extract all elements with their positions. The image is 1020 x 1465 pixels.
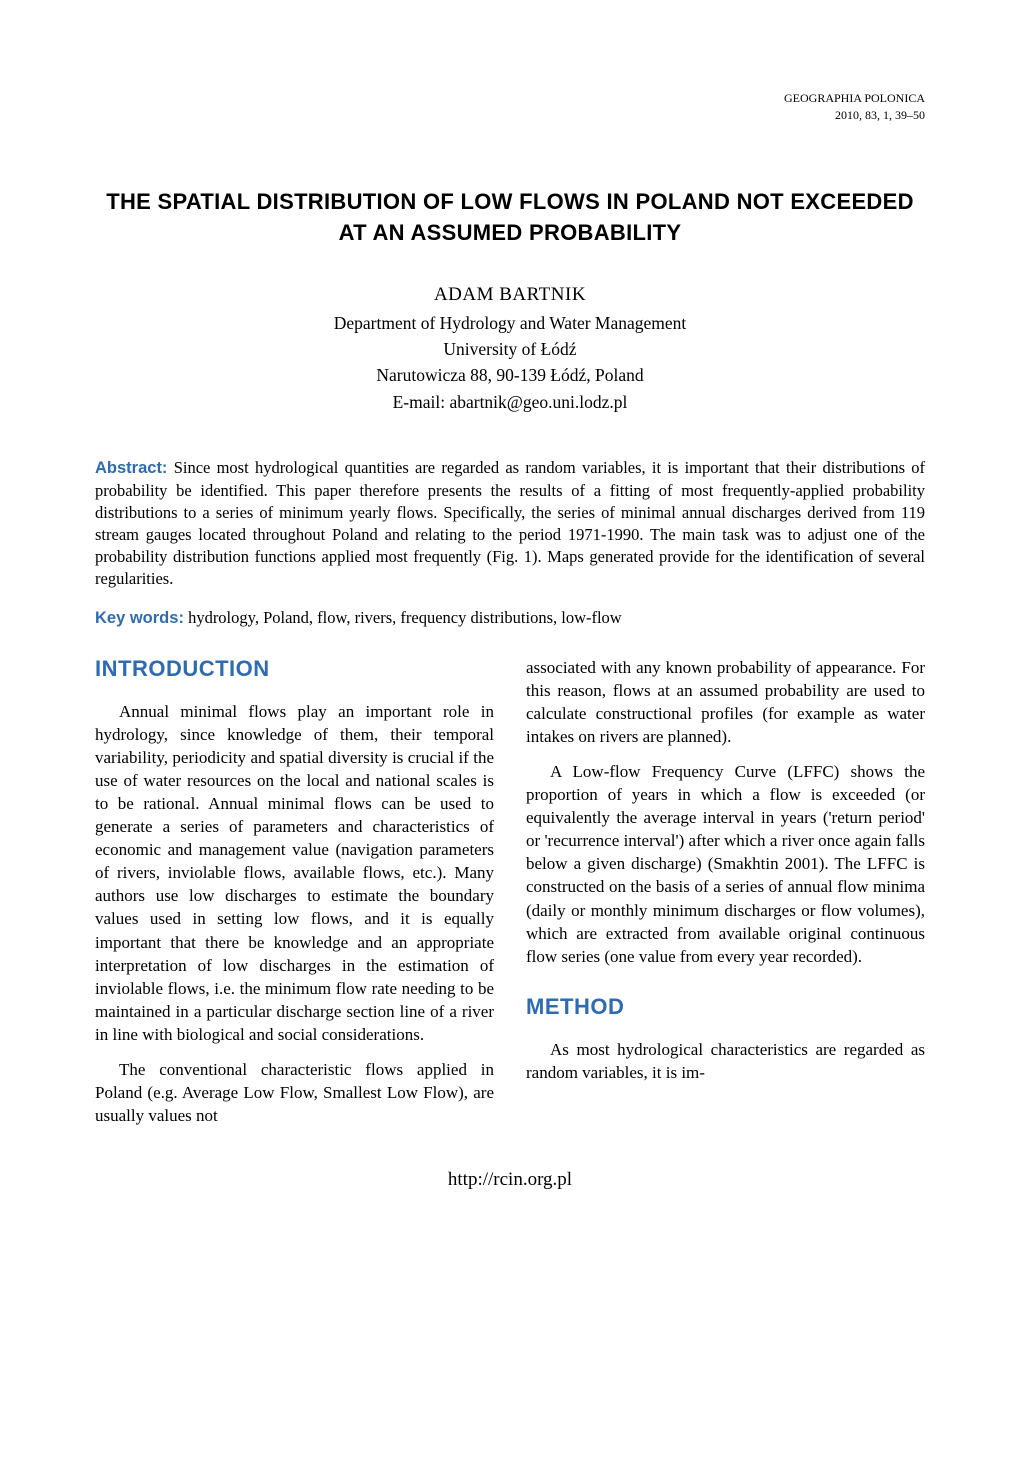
body-columns: INTRODUCTION Annual minimal flows play a…: [95, 656, 925, 1140]
article-title: THE SPATIAL DISTRIBUTION OF LOW FLOWS IN…: [95, 186, 925, 250]
author-name: ADAM BARTNIK: [95, 281, 925, 310]
keywords-label: Key words:: [95, 609, 184, 627]
abstract-block: Abstract: Since most hydrological quanti…: [95, 457, 925, 590]
author-affiliation-2: University of Łódź: [95, 336, 925, 362]
intro-para-2: The conventional characteristic flows ap…: [95, 1058, 494, 1127]
right-column: associated with any known probability of…: [526, 656, 925, 1140]
author-address: Narutowicza 88, 90-139 Łódź, Poland: [95, 362, 925, 388]
abstract-text: Since most hydrological quantities are r…: [95, 458, 925, 588]
journal-name: GEOGRAPHIA POLONICA: [95, 90, 925, 107]
author-email: E-mail: abartnik@geo.uni.lodz.pl: [95, 389, 925, 415]
keywords-text: hydrology, Poland, flow, rivers, frequen…: [184, 608, 622, 627]
method-heading: METHOD: [526, 994, 925, 1020]
author-affiliation-1: Department of Hydrology and Water Manage…: [95, 310, 925, 336]
keywords-block: Key words: hydrology, Poland, flow, rive…: [95, 608, 925, 628]
intro-para-1: Annual minimal flows play an important r…: [95, 700, 494, 1047]
introduction-heading: INTRODUCTION: [95, 656, 494, 682]
intro-para-3: associated with any known probability of…: [526, 656, 925, 748]
author-block: ADAM BARTNIK Department of Hydrology and…: [95, 281, 925, 415]
journal-header: GEOGRAPHIA POLONICA 2010, 83, 1, 39–50: [95, 90, 925, 124]
left-column: INTRODUCTION Annual minimal flows play a…: [95, 656, 494, 1140]
journal-issue: 2010, 83, 1, 39–50: [95, 107, 925, 124]
method-para-1: As most hydrological characteristics are…: [526, 1038, 925, 1084]
footer-url: http://rcin.org.pl: [95, 1169, 925, 1191]
intro-para-4: A Low-flow Frequency Curve (LFFC) shows …: [526, 760, 925, 968]
abstract-label: Abstract:: [95, 459, 167, 477]
